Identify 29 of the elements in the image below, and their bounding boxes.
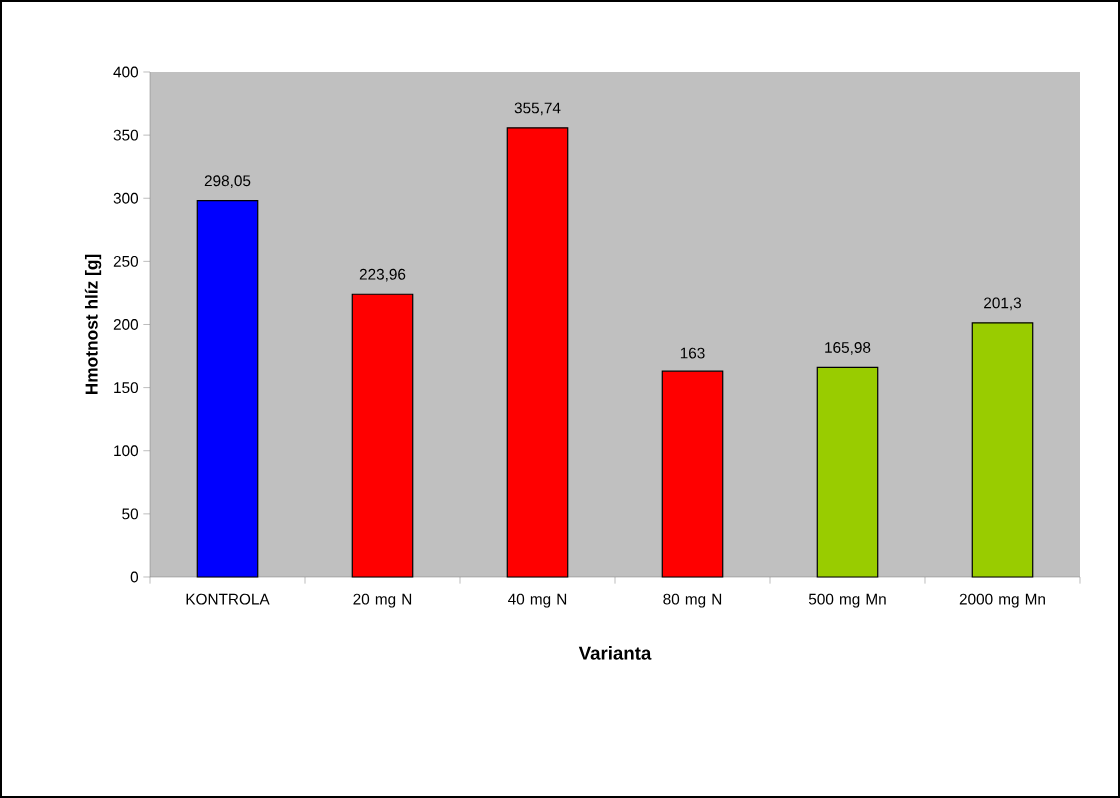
y-tick-label: 300: [113, 192, 139, 204]
y-tick-label: 50: [122, 508, 139, 520]
data-label: 163: [680, 347, 705, 359]
y-tick-label: 150: [114, 382, 139, 394]
bar: [971, 322, 1034, 578]
data-label: 223,96: [359, 268, 406, 282]
x-tick-label: 500 mg Mn: [808, 593, 886, 608]
data-label: 201,3: [984, 297, 1021, 311]
y-axis-title: Hmotnost hlíz [g]: [84, 254, 102, 395]
bar: [351, 293, 414, 578]
bar: [506, 127, 569, 578]
x-tick-label: 40 mg N: [508, 593, 567, 608]
x-tick-label: 80 mg N: [663, 593, 722, 608]
x-tick-label: 20 mg N: [353, 593, 412, 608]
y-tick-label: 100: [114, 445, 139, 457]
data-label: 355,74: [514, 102, 561, 116]
data-label: 165,98: [825, 342, 871, 355]
data-label: 298,05: [204, 175, 251, 188]
bar: [816, 366, 879, 578]
y-tick-label: 250: [113, 255, 139, 267]
y-tick-label: 200: [113, 319, 139, 330]
y-tick-label: 350: [113, 129, 139, 141]
bar: [196, 200, 259, 578]
bar: [661, 370, 724, 578]
x-tick-label: 2000 mg Mn: [959, 593, 1045, 608]
y-tick-label: 400: [113, 66, 139, 78]
y-tick-label: 0: [130, 571, 139, 583]
x-tick-label: KONTROLA: [186, 593, 270, 605]
x-axis-title: Varianta: [578, 646, 652, 660]
